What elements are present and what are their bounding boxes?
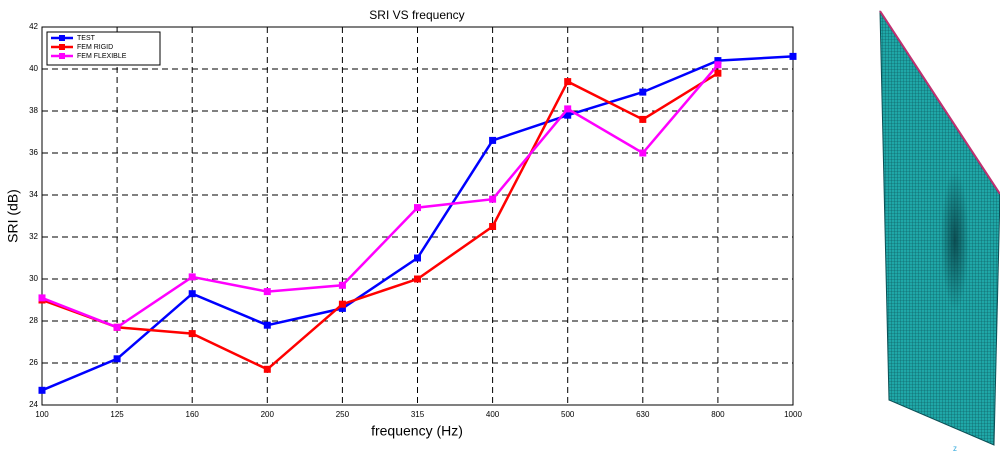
y-tick-label: 26 <box>29 358 38 367</box>
data-point <box>489 137 496 144</box>
x-tick-label: 200 <box>261 410 275 419</box>
data-point <box>564 78 571 85</box>
data-point <box>264 288 271 295</box>
mesh-figure: z <box>880 11 1000 453</box>
x-tick-label: 160 <box>186 410 200 419</box>
data-point <box>489 196 496 203</box>
data-point <box>639 116 646 123</box>
x-tick-label: 800 <box>711 410 725 419</box>
x-tick-label: 400 <box>486 410 500 419</box>
mesh-deformation <box>941 170 969 310</box>
x-tick-label: 250 <box>336 410 350 419</box>
x-tick-label: 315 <box>411 410 425 419</box>
y-tick-label: 34 <box>29 190 38 199</box>
x-tick-label: 500 <box>561 410 575 419</box>
data-point <box>414 204 421 211</box>
page: SRI VS frequency frequency (Hz) SRI (dB)… <box>0 0 1000 457</box>
y-tick-label: 28 <box>29 316 38 325</box>
data-point <box>790 53 797 60</box>
y-tick-label: 40 <box>29 64 38 73</box>
legend-label: FEM RIGID <box>77 44 113 51</box>
data-point <box>414 255 421 262</box>
chart-title: SRI VS frequency <box>369 8 464 22</box>
chart: SRI VS frequency frequency (Hz) SRI (dB)… <box>5 8 803 439</box>
data-point <box>639 150 646 157</box>
data-point <box>189 330 196 337</box>
data-point <box>339 301 346 308</box>
y-tick-label: 30 <box>29 274 38 283</box>
y-tick-label: 24 <box>29 400 38 409</box>
x-tick-label: 125 <box>110 410 124 419</box>
x-tick-label: 630 <box>636 410 650 419</box>
x-tick-label: 1000 <box>784 410 802 419</box>
data-point <box>39 387 46 394</box>
data-point <box>189 273 196 280</box>
data-point <box>714 61 721 68</box>
legend-label: TEST <box>77 35 96 42</box>
legend-marker <box>59 44 65 50</box>
y-axis-label: SRI (dB) <box>5 189 21 243</box>
y-tick-label: 36 <box>29 148 38 157</box>
legend-label: FEM FLEXIBLE <box>77 53 127 60</box>
data-point <box>189 290 196 297</box>
x-tick-label: 100 <box>35 410 49 419</box>
data-point <box>114 324 121 331</box>
y-tick-label: 38 <box>29 106 38 115</box>
x-axis-label: frequency (Hz) <box>371 423 463 439</box>
y-tick-label: 42 <box>29 22 38 31</box>
data-point <box>564 105 571 112</box>
data-point <box>414 276 421 283</box>
data-point <box>114 355 121 362</box>
data-point <box>489 223 496 230</box>
data-point <box>264 322 271 329</box>
mesh-axis-label: z <box>953 444 957 453</box>
legend-marker <box>59 53 65 59</box>
mesh-plate <box>880 12 1000 445</box>
data-point <box>639 89 646 96</box>
y-tick-label: 32 <box>29 232 38 241</box>
data-point <box>714 70 721 77</box>
legend-marker <box>59 35 65 41</box>
data-point <box>264 366 271 373</box>
data-point <box>39 294 46 301</box>
data-point <box>339 282 346 289</box>
